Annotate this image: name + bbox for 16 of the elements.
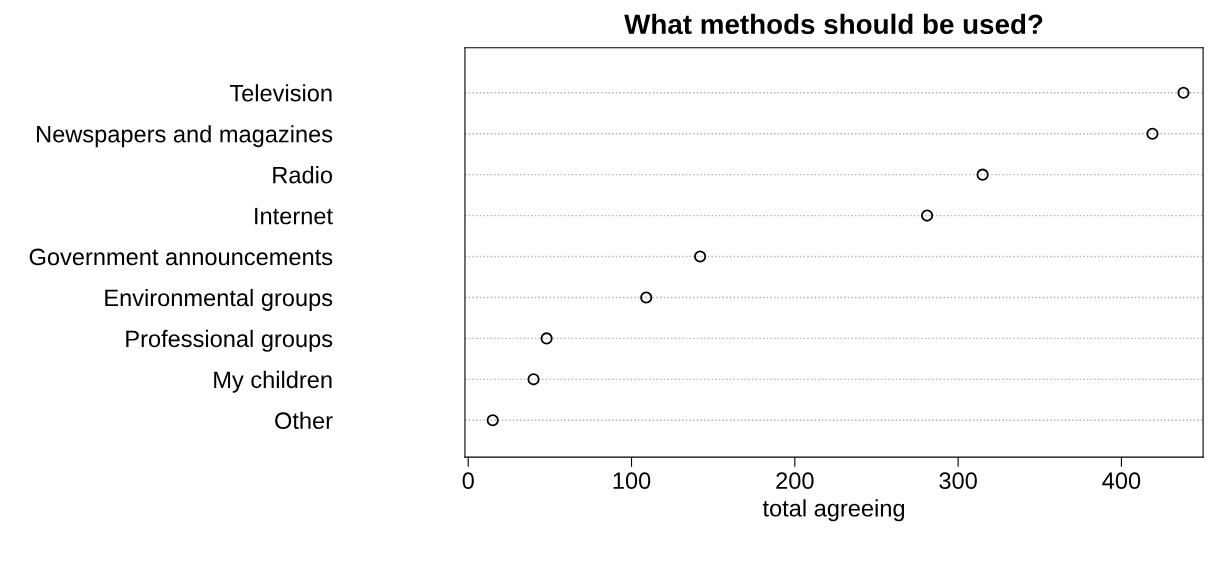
- y-tick-label: My children: [214, 370, 332, 393]
- chart-title: What methods should be used?: [624, 13, 1043, 35]
- x-axis-title: total agreeing: [762, 499, 905, 522]
- x-tick-label: 400: [1102, 472, 1141, 490]
- y-tick-label: Internet: [255, 207, 333, 225]
- x-tick-label: 300: [939, 472, 977, 490]
- x-tick-label: 0: [462, 472, 474, 490]
- x-tick-label: 200: [776, 472, 814, 490]
- y-tick-label: Government announcements: [29, 248, 333, 266]
- y-tick-label: Television: [229, 84, 332, 102]
- y-tick-label: Other: [275, 411, 333, 430]
- y-tick-label: Radio: [273, 166, 333, 184]
- x-tick-label: 100: [613, 472, 651, 490]
- y-tick-label: Newspapers and magazines: [37, 125, 333, 148]
- y-tick-label: Professional groups: [126, 329, 333, 352]
- y-tick-label: Environmental groups: [105, 288, 333, 311]
